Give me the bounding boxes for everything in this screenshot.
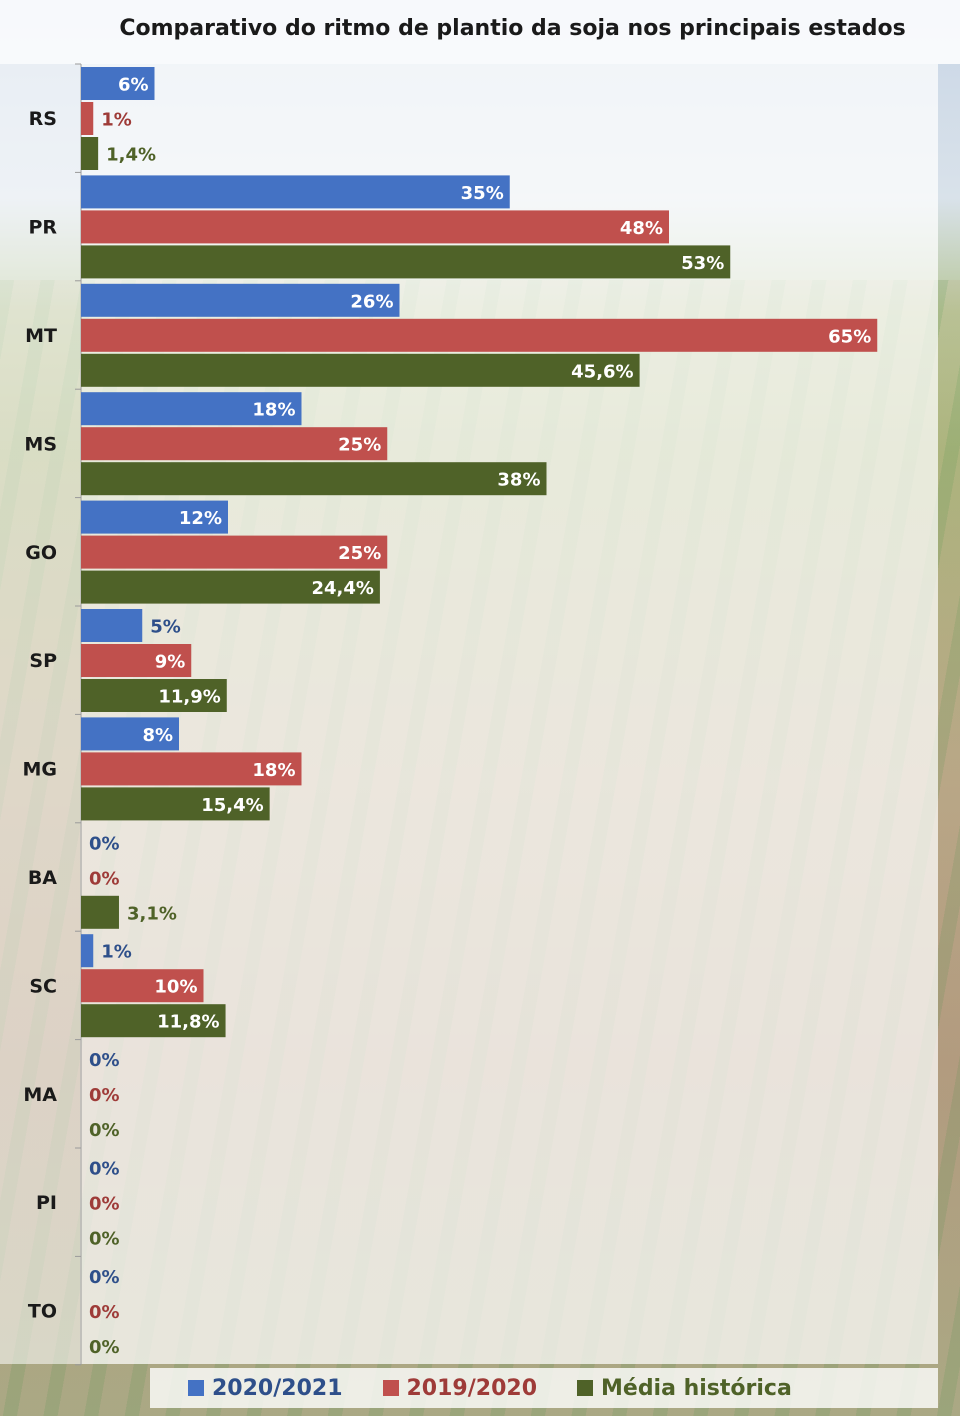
legend-swatch-2019-2020 <box>382 1380 399 1396</box>
plot-area <box>80 64 938 1364</box>
data-label-to-2019-2020: 0% <box>89 1302 120 1323</box>
data-label-pr-2019-2020: 48% <box>620 218 663 239</box>
title-area <box>0 0 960 64</box>
category-label-to: TO <box>28 1301 57 1323</box>
bar-sc-media-historica <box>81 1004 226 1038</box>
bar-pr-2019-2020 <box>81 210 669 244</box>
bar-rs-2019-2020 <box>81 102 94 135</box>
bar-mt-media-historica <box>81 353 640 387</box>
bar-mt-2019-2020 <box>81 318 878 352</box>
category-label-pr: PR <box>28 217 57 239</box>
data-label-mg-2019-2020: 18% <box>252 760 295 781</box>
bar-sp-2020-2021 <box>81 609 143 642</box>
data-label-ba-2019-2020: 0% <box>89 868 120 889</box>
bar-ms-media-historica <box>81 462 547 496</box>
category-label-pi: PI <box>36 1192 57 1214</box>
data-label-ma-2020-2021: 0% <box>89 1050 120 1071</box>
category-label-sc: SC <box>29 975 57 997</box>
data-label-rs-2020-2021: 6% <box>118 75 149 96</box>
data-label-pi-media-historica: 0% <box>89 1229 120 1250</box>
data-label-sp-2020-2021: 5% <box>150 617 181 638</box>
data-label-sp-2019-2020: 9% <box>155 652 186 673</box>
data-label-sp-media-historica: 11,9% <box>158 687 220 708</box>
data-label-rs-media-historica: 1,4% <box>106 145 156 166</box>
category-label-go: GO <box>25 542 57 564</box>
data-label-to-2020-2021: 0% <box>89 1267 120 1288</box>
data-label-ms-2020-2021: 18% <box>252 400 295 421</box>
data-label-sc-2020-2021: 1% <box>101 942 132 963</box>
data-label-ma-media-historica: 0% <box>89 1120 120 1141</box>
data-label-ba-2020-2021: 0% <box>89 833 120 854</box>
data-label-mt-2019-2020: 65% <box>828 326 871 347</box>
bar-sc-2019-2020 <box>81 969 204 1003</box>
data-label-ba-media-historica: 3,1% <box>127 903 177 924</box>
category-label-sp: SP <box>29 650 57 672</box>
legend-label-2020-2021: 2020/2021 <box>212 1375 343 1401</box>
data-label-mt-2020-2021: 26% <box>350 291 393 312</box>
bar-sp-media-historica <box>81 679 227 712</box>
category-axis-area <box>0 64 80 1364</box>
legend-swatch-media-historica <box>577 1380 593 1396</box>
legend-item-2019-2020: 2019/2020 <box>382 1375 538 1401</box>
bar-mt-2020-2021 <box>81 283 400 317</box>
data-label-pi-2020-2021: 0% <box>89 1159 120 1180</box>
data-label-pr-2020-2021: 35% <box>461 183 504 204</box>
legend: 2020/2021 2019/2020 Média histórica <box>150 1368 938 1408</box>
data-label-mg-media-historica: 15,4% <box>201 795 263 816</box>
data-label-ms-media-historica: 38% <box>497 470 540 491</box>
bar-ms-2020-2021 <box>81 392 302 426</box>
bar-ba-media-historica <box>81 895 119 929</box>
category-label-ma: MA <box>23 1084 57 1106</box>
bar-ms-2019-2020 <box>81 427 388 461</box>
data-label-rs-2019-2020: 1% <box>101 110 132 131</box>
bar-mg-2020-2021 <box>81 717 179 751</box>
category-label-ms: MS <box>24 433 57 455</box>
category-label-rs: RS <box>29 108 57 130</box>
data-label-pi-2019-2020: 0% <box>89 1194 120 1215</box>
legend-item-2020-2021: 2020/2021 <box>188 1376 343 1401</box>
legend-item-media-historica: Média histórica <box>577 1376 792 1401</box>
bar-pr-2020-2021 <box>81 175 510 209</box>
data-label-go-media-historica: 24,4% <box>311 578 373 599</box>
bar-mg-media-historica <box>81 787 270 821</box>
bar-mg-2019-2020 <box>81 752 302 786</box>
category-label-mg: MG <box>22 759 57 781</box>
data-label-sc-2019-2020: 10% <box>154 977 197 998</box>
data-label-to-media-historica: 0% <box>89 1337 120 1358</box>
bar-sc-2020-2021 <box>81 934 94 968</box>
bar-pr-media-historica <box>81 245 731 279</box>
data-label-ma-2019-2020: 0% <box>89 1085 120 1106</box>
data-label-go-2019-2020: 25% <box>338 543 381 564</box>
category-label-mt: MT <box>25 325 57 347</box>
legend-label-media-historica: Média histórica <box>601 1375 792 1401</box>
data-label-mg-2020-2021: 8% <box>142 725 173 746</box>
chart-title: Comparativo do ritmo de plantio da soja … <box>119 16 906 41</box>
data-label-ms-2019-2020: 25% <box>338 435 381 456</box>
legend-label-2019-2020: 2019/2020 <box>406 1375 538 1401</box>
bar-go-media-historica <box>81 570 380 604</box>
bar-go-2019-2020 <box>81 535 388 569</box>
category-label-ba: BA <box>28 867 57 889</box>
bar-rs-media-historica <box>81 137 99 170</box>
legend-swatch-2020-2021 <box>188 1380 204 1396</box>
bar-rs-2020-2021 <box>81 67 155 100</box>
data-label-mt-media-historica: 45,6% <box>571 361 633 382</box>
data-label-go-2020-2021: 12% <box>179 508 222 529</box>
data-label-sc-media-historica: 11,8% <box>157 1012 219 1033</box>
data-label-pr-media-historica: 53% <box>681 253 724 274</box>
bar-go-2020-2021 <box>81 500 228 534</box>
bar-sp-2019-2020 <box>81 644 192 677</box>
